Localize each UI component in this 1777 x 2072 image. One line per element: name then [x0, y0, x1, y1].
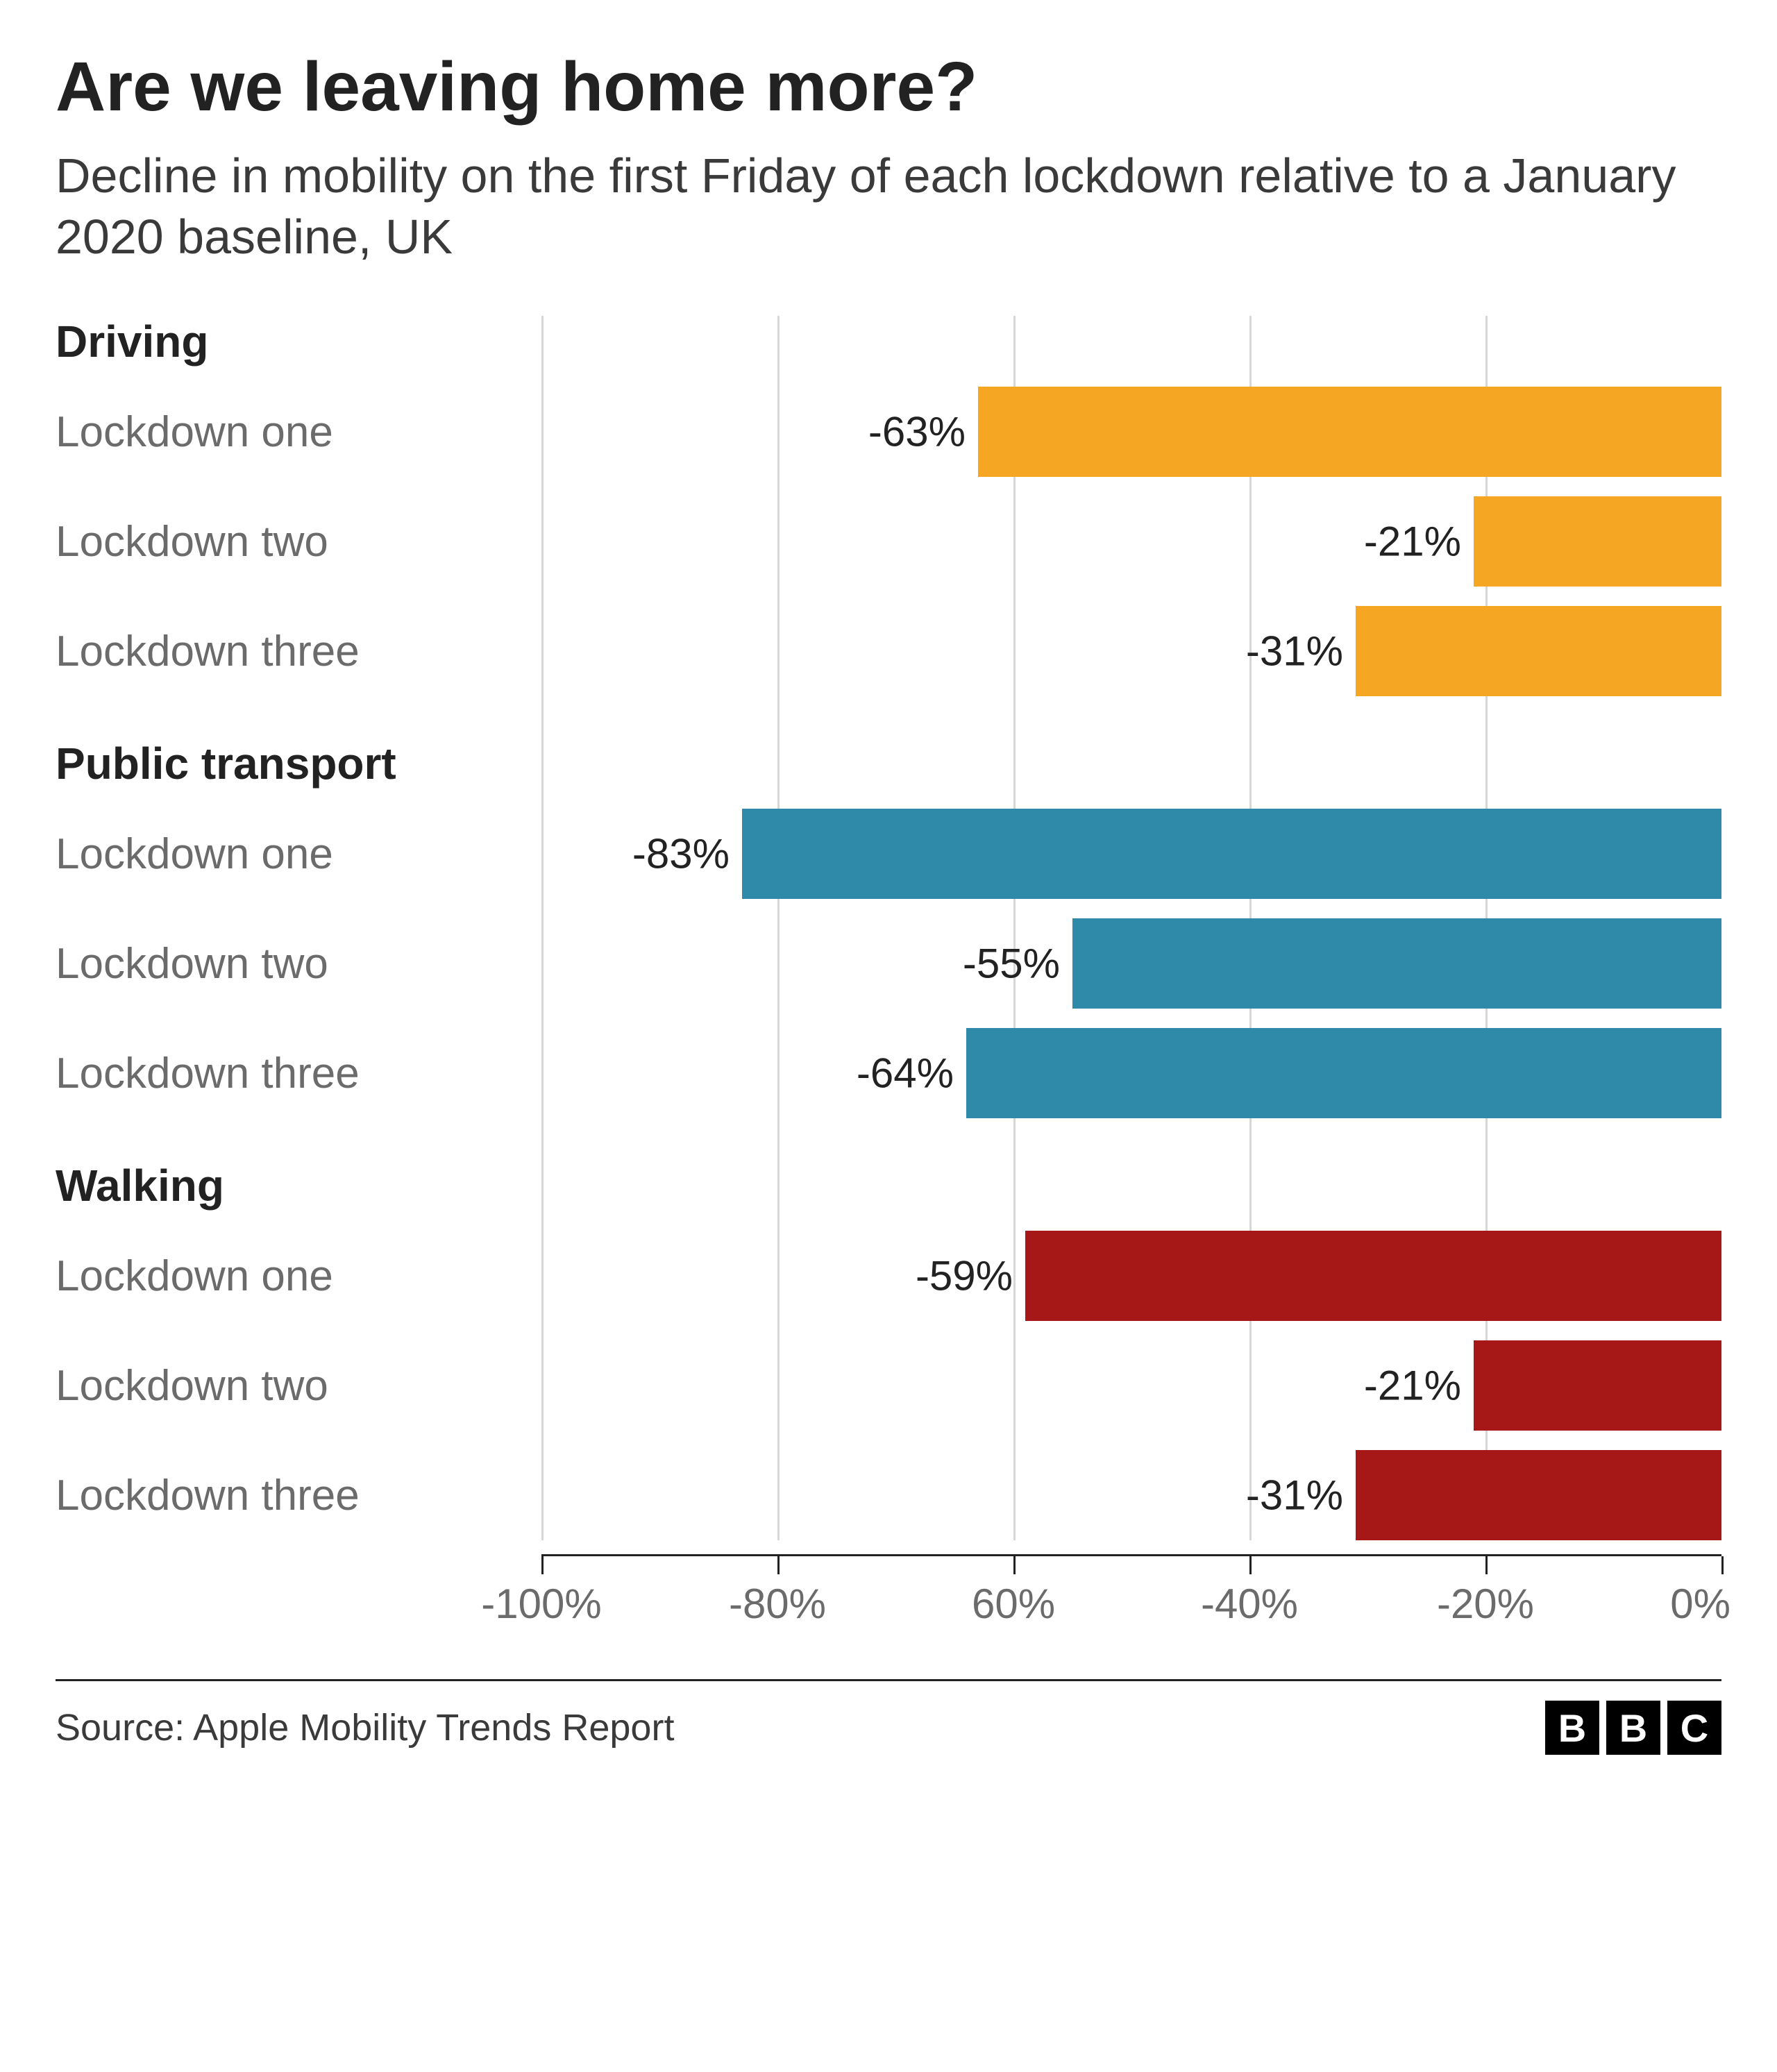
bar-group: DrivingLockdown one-63%Lockdown two-21%L…	[56, 316, 1721, 696]
bar	[1025, 1231, 1721, 1321]
tick-mark	[1721, 1556, 1724, 1574]
bar-row: Lockdown three -64%	[56, 1028, 1721, 1118]
category-label: Lockdown three	[56, 1049, 541, 1098]
bar-groups: DrivingLockdown one-63%Lockdown two-21%L…	[56, 316, 1721, 1540]
tick-mark	[777, 1556, 780, 1574]
bar-row: Lockdown one -83%	[56, 809, 1721, 899]
chart-subtitle: Decline in mobility on the first Friday …	[56, 146, 1721, 267]
category-label: Lockdown one	[56, 1252, 541, 1301]
bar	[1474, 496, 1721, 587]
chart-footer: Source: Apple Mobility Trends Report BBC	[56, 1679, 1721, 1755]
grid-line	[1721, 316, 1724, 1540]
x-axis-tick-label: 0%	[1670, 1580, 1730, 1628]
bar	[1474, 1340, 1721, 1431]
category-label: Lockdown two	[56, 939, 541, 988]
bar-area: -21%	[541, 496, 1721, 587]
bar-area: -83%	[541, 809, 1721, 899]
bar-area: -31%	[541, 1450, 1721, 1540]
bar-value-label: -83%	[632, 830, 730, 878]
tick-mark	[1249, 1556, 1252, 1574]
x-axis-tick-label: 60%	[972, 1580, 1055, 1628]
category-label: Lockdown one	[56, 829, 541, 879]
bar-area: -63%	[541, 387, 1721, 477]
source-text: Source: Apple Mobility Trends Report	[56, 1706, 674, 1749]
bar-area: -55%	[541, 918, 1721, 1009]
bbc-logo-block: B	[1606, 1701, 1660, 1755]
bar-value-label: -64%	[857, 1050, 954, 1097]
x-axis-tick-label: -100%	[481, 1580, 601, 1628]
bar-value-label: -31%	[1246, 1472, 1343, 1519]
group-title: Public transport	[56, 738, 1721, 789]
chart-title: Are we leaving home more?	[56, 49, 1721, 125]
plot-area: DrivingLockdown one-63%Lockdown two-21%L…	[56, 316, 1721, 1644]
x-axis-tick-label: -40%	[1201, 1580, 1298, 1628]
bar-area: -64%	[541, 1028, 1721, 1118]
bar	[966, 1028, 1721, 1118]
category-label: Lockdown one	[56, 407, 541, 457]
bar-value-label: -21%	[1364, 518, 1461, 566]
tick-mark	[1013, 1556, 1016, 1574]
bbc-logo-block: C	[1667, 1701, 1721, 1755]
x-axis-tick-label: -80%	[729, 1580, 826, 1628]
bar-value-label: -63%	[868, 408, 966, 456]
bar-value-label: -59%	[916, 1252, 1013, 1300]
bar-value-label: -21%	[1364, 1362, 1461, 1410]
bar-area: -21%	[541, 1340, 1721, 1431]
category-label: Lockdown three	[56, 1471, 541, 1520]
bar-area: -31%	[541, 606, 1721, 696]
bar-row: Lockdown three -31%	[56, 606, 1721, 696]
group-title: Walking	[56, 1160, 1721, 1211]
bar-row: Lockdown three -31%	[56, 1450, 1721, 1540]
bbc-logo: BBC	[1545, 1701, 1721, 1755]
bar-value-label: -31%	[1246, 628, 1343, 675]
bar	[1356, 606, 1721, 696]
chart-container: Are we leaving home more? Decline in mob…	[0, 0, 1777, 1796]
bar-row: Lockdown two -21%	[56, 1340, 1721, 1431]
bar-group: Public transportLockdown one-83%Lockdown…	[56, 738, 1721, 1118]
tick-mark	[541, 1556, 544, 1574]
x-axis-tick-label: -20%	[1437, 1580, 1534, 1628]
bar-row: Lockdown one -59%	[56, 1231, 1721, 1321]
category-label: Lockdown two	[56, 517, 541, 566]
bar-group: WalkingLockdown one-59%Lockdown two-21%L…	[56, 1160, 1721, 1540]
tick-mark	[1485, 1556, 1488, 1574]
bar	[1356, 1450, 1721, 1540]
bar-value-label: -55%	[963, 940, 1060, 988]
bar	[742, 809, 1721, 899]
bbc-logo-block: B	[1545, 1701, 1599, 1755]
bar-row: Lockdown two -21%	[56, 496, 1721, 587]
category-label: Lockdown two	[56, 1361, 541, 1410]
bar-row: Lockdown one -63%	[56, 387, 1721, 477]
group-title: Driving	[56, 316, 1721, 367]
bar	[978, 387, 1721, 477]
bar	[1072, 918, 1721, 1009]
category-label: Lockdown three	[56, 627, 541, 676]
bar-area: -59%	[541, 1231, 1721, 1321]
bar-row: Lockdown two -55%	[56, 918, 1721, 1009]
x-axis: -100%-80%60%-40%-20%0%	[541, 1554, 1721, 1644]
